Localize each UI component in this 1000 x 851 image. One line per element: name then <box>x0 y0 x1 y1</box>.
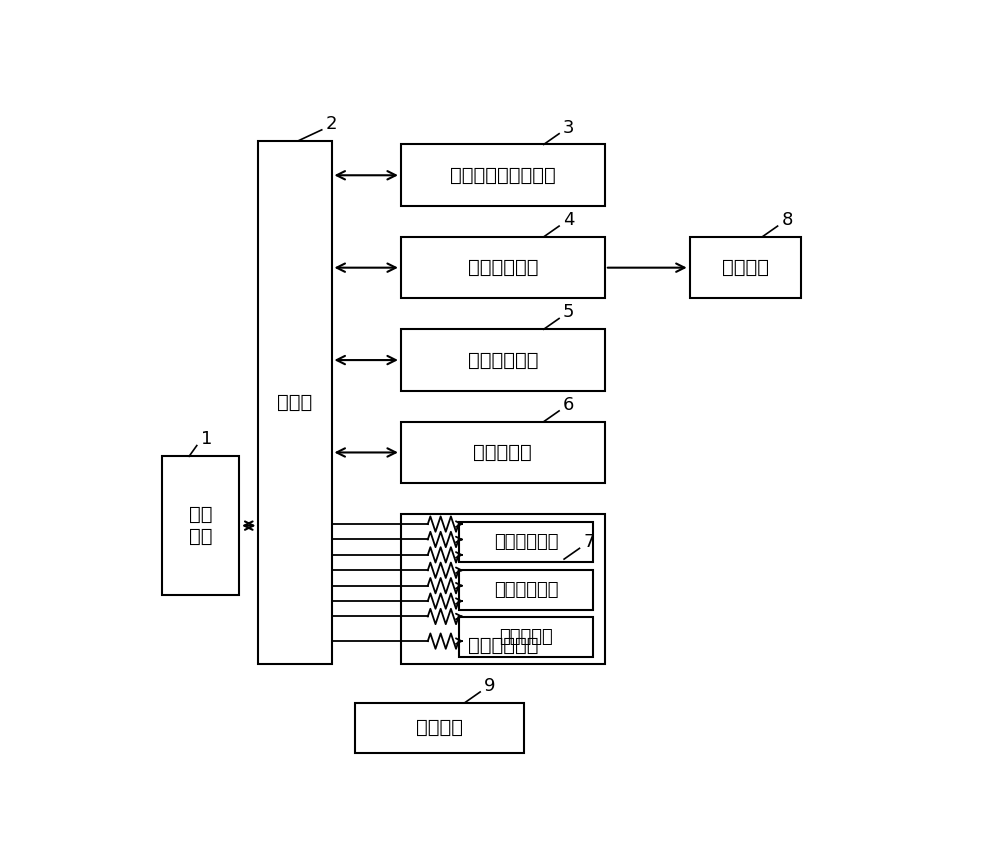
Bar <box>355 703 524 753</box>
Text: 6: 6 <box>563 396 574 414</box>
Bar <box>401 237 605 299</box>
Text: 1: 1 <box>201 431 212 448</box>
Text: 单片机: 单片机 <box>277 393 313 412</box>
Text: 输出控制模块: 输出控制模块 <box>468 636 538 654</box>
Bar <box>459 569 593 609</box>
Text: 故障报警模块: 故障报警模块 <box>468 351 538 369</box>
Text: 显示及按键设置电路: 显示及按键设置电路 <box>450 166 556 185</box>
Text: 电力载波模块: 电力载波模块 <box>468 258 538 277</box>
Text: 2: 2 <box>326 115 337 133</box>
Text: 7: 7 <box>583 534 595 551</box>
Bar <box>459 617 593 657</box>
Text: 接口电路: 接口电路 <box>722 258 769 277</box>
Text: 通讯
模块: 通讯 模块 <box>189 505 212 546</box>
Text: 错峰关断控制: 错峰关断控制 <box>494 533 558 551</box>
Text: 无错峰控制: 无错峰控制 <box>499 628 553 646</box>
Bar <box>401 421 605 483</box>
Text: 9: 9 <box>484 677 496 694</box>
Text: 5: 5 <box>563 303 574 322</box>
Bar <box>459 522 593 562</box>
Bar <box>401 145 605 206</box>
Bar <box>401 514 605 665</box>
Bar <box>162 456 239 595</box>
Text: 3: 3 <box>563 118 574 136</box>
Text: 错峰调压控制: 错峰调压控制 <box>494 580 558 598</box>
Text: 4: 4 <box>563 211 574 229</box>
Text: 看门狗电路: 看门狗电路 <box>474 443 532 462</box>
Bar <box>401 329 605 391</box>
Text: 电源模块: 电源模块 <box>416 718 463 737</box>
Bar <box>258 140 332 665</box>
Bar <box>690 237 801 299</box>
Text: 8: 8 <box>781 211 793 229</box>
